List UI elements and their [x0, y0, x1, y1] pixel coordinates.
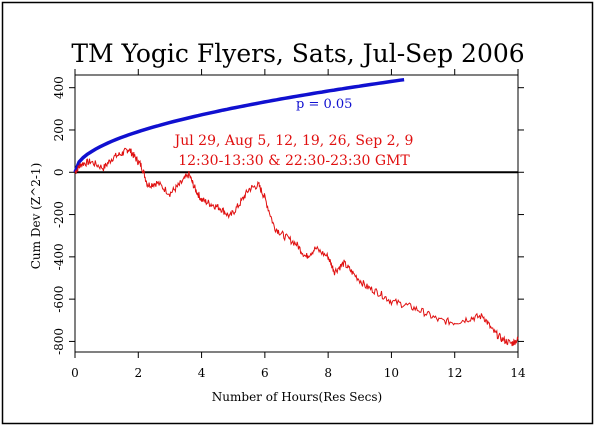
p05-envelope-line	[73, 77, 405, 173]
x-tick-label: 2	[134, 366, 142, 380]
x-tick-label: 8	[324, 366, 332, 380]
y-axis-label: Cum Dev (Z^2-1)	[29, 163, 43, 270]
x-axis-label: Number of Hours(Res Secs)	[212, 390, 382, 404]
x-tick-label: 12	[447, 366, 462, 380]
times-annotation: 12:30-13:30 & 22:30-23:30 GMT	[178, 153, 410, 169]
envelope-label: p = 0.05	[296, 97, 352, 112]
x-tick-label: 14	[510, 366, 526, 380]
outer-border	[1, 1, 594, 425]
x-tick-label: 4	[198, 366, 206, 380]
y-tick-label: -800	[52, 328, 66, 355]
y-tick-label: -200	[52, 201, 66, 228]
cumdev-data-line	[74, 147, 519, 347]
y-tick-label: 0	[52, 168, 66, 176]
plot-frame	[74, 74, 519, 353]
dates-annotation: Jul 29, Aug 5, 12, 19, 26, Sep 2, 9	[173, 133, 414, 149]
chart-title: TM Yogic Flyers, Sats, Jul-Sep 2006	[71, 39, 524, 68]
y-tick-label: -600	[52, 286, 66, 313]
y-tick-label: 200	[52, 119, 66, 142]
x-tick-label: 6	[261, 366, 269, 380]
y-tick-label: 400	[52, 76, 66, 99]
y-tick-label: -400	[52, 243, 66, 270]
x-tick-label: 10	[384, 366, 399, 380]
x-tick-label: 0	[71, 366, 79, 380]
